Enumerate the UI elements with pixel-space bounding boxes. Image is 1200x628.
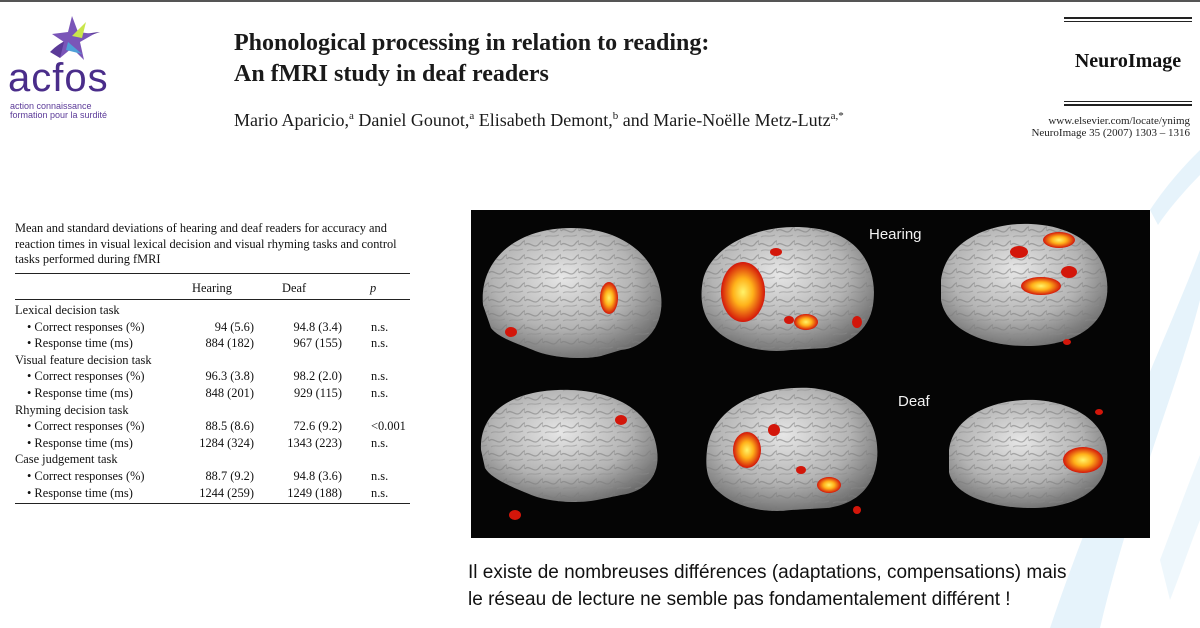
table-row: • Correct responses (%) 94 (5.6) 94.8 (3.4… [15, 320, 410, 336]
brain-deaf-right-lateral [706, 387, 878, 514]
cell-hearing: 96.3 (3.8) [205, 369, 254, 384]
cell-p: n.s. [371, 386, 389, 400]
commentary-line-2: le réseau de lecture ne semble pas fonda… [468, 589, 1011, 610]
row-label: Lexical decision task [15, 303, 120, 317]
cell-p: n.s. [371, 485, 389, 500]
brain-hearing-right-lateral [701, 227, 874, 351]
table-row: • Correct responses (%) 96.3 (3.8) 98.2 (2… [15, 369, 410, 385]
table-row: Rhyming decision task [15, 403, 410, 419]
row-label: • Correct responses (%) [27, 319, 145, 334]
cell-deaf: 1249 (188) [287, 485, 342, 500]
cell-deaf: 98.2 (2.0) [293, 369, 342, 384]
paper-title: Phonological processing in relation to r… [234, 28, 709, 90]
figure-label-deaf: Deaf [898, 393, 930, 410]
cell-hearing: 88.7 (9.2) [205, 469, 254, 483]
journal-rule-top [1064, 17, 1192, 19]
journal-reference: www.elsevier.com/locate/ynimg NeuroImage… [1031, 115, 1190, 139]
row-label: • Response time (ms) [27, 386, 133, 400]
cell-p: n.s. [371, 435, 389, 450]
cell-deaf: 94.8 (3.6) [293, 469, 342, 483]
cell-deaf: 1343 (223) [287, 435, 342, 450]
cell-deaf: 967 (155) [293, 336, 342, 351]
header-hearing: Hearing [192, 281, 232, 295]
row-label: • Response time (ms) [27, 336, 133, 351]
brain-deaf-top-view [949, 399, 1108, 508]
table-row: • Response time (ms) 1284 (324) 1343 (223)… [15, 436, 410, 452]
row-label: • Response time (ms) [27, 485, 133, 500]
journal-citation: NeuroImage 35 (2007) 1303 – 1316 [1031, 127, 1190, 139]
journal-url: www.elsevier.com/locate/ynimg [1048, 115, 1190, 127]
header-p: p [370, 281, 377, 295]
author: Daniel Gounot,a [358, 110, 475, 130]
author: Elisabeth Demont,b [478, 110, 619, 130]
table-row: • Response time (ms) 884 (182) 967 (155) n.… [15, 336, 410, 352]
brain-images [480, 223, 1108, 520]
journal-name: NeuroImage [1074, 50, 1182, 72]
table-row: Visual feature decision task [15, 353, 410, 369]
commentary-text: Il existe de nombreuses différences (ada… [468, 559, 1168, 613]
logo-star-icon [50, 16, 100, 60]
paper-authors: Mario Aparicio,a Daniel Gounot,a Elisabe… [234, 110, 844, 131]
figure-label-hearing: Hearing [869, 226, 922, 243]
commentary-line-1: Il existe de nombreuses différences (ada… [468, 562, 1067, 583]
cell-hearing: 1244 (259) [199, 485, 254, 500]
paper-title-line-2: An fMRI study in deaf readers [234, 61, 549, 87]
author: and Marie-Noëlle Metz-Lutza,* [622, 110, 844, 130]
brain-hearing-top-view [941, 223, 1108, 347]
author: Mario Aparicio,a [234, 110, 354, 130]
cell-hearing: 884 (182) [205, 336, 254, 351]
table-top-rule [15, 273, 410, 274]
journal-rule-bottom-thin [1064, 101, 1192, 102]
row-label: Rhyming decision task [15, 402, 129, 417]
journal-rule-bottom [1064, 104, 1192, 106]
header-deaf: Deaf [282, 281, 307, 295]
table-row: • Correct responses (%) 88.5 (8.6) 72.6 (9… [15, 419, 410, 435]
table-row: • Response time (ms) 1244 (259) 1249 (188)… [15, 486, 410, 502]
cell-p: n.s. [371, 319, 389, 334]
brain-hearing-left-lateral [482, 228, 662, 358]
cell-deaf: 72.6 (9.2) [293, 419, 342, 434]
cell-hearing: 848 (201) [205, 386, 254, 400]
logo-tagline-1: action connaissance [10, 101, 92, 111]
journal-rule-top-thin [1064, 21, 1192, 22]
logo-wordmark: acfos [8, 56, 109, 100]
table-row: Case judgement task [15, 452, 410, 468]
paper-title-line-1: Phonological processing in relation to r… [234, 30, 710, 56]
row-label: • Correct responses (%) [27, 369, 145, 384]
row-label: • Correct responses (%) [27, 419, 145, 434]
brain-deaf-left-lateral [480, 389, 658, 520]
table-row: Lexical decision task [15, 303, 410, 319]
table-caption: Mean and standard deviations of hearing … [15, 221, 397, 266]
table-row: • Correct responses (%) 88.7 (9.2) 94.8 (3… [15, 469, 410, 485]
cell-p: n.s. [371, 469, 389, 483]
row-label: Case judgement task [15, 452, 118, 467]
row-label: • Response time (ms) [27, 435, 133, 450]
cell-hearing: 94 (5.6) [214, 319, 254, 334]
brain-activation-figure: Hearing Deaf [471, 210, 1150, 538]
table-row: • Response time (ms) 848 (201) 929 (115) n.… [15, 386, 410, 402]
cell-p: n.s. [371, 369, 389, 384]
cell-deaf: 929 (115) [293, 386, 342, 400]
logo-tagline-2: formation pour la surdité [10, 110, 108, 120]
acfos-logo: acfos action connaissance formation pour… [8, 14, 118, 120]
cell-hearing: 1284 (324) [199, 435, 254, 450]
cell-hearing: 88.5 (8.6) [205, 419, 254, 434]
cell-deaf: 94.8 (3.4) [293, 319, 342, 334]
top-rule [0, 0, 1200, 2]
cell-p: <0.001 [371, 419, 406, 434]
table-bottom-rule [15, 503, 410, 504]
cell-p: n.s. [371, 336, 389, 351]
row-label: Visual feature decision task [15, 352, 152, 367]
table-header-rule [15, 299, 410, 300]
row-label: • Correct responses (%) [27, 469, 145, 483]
